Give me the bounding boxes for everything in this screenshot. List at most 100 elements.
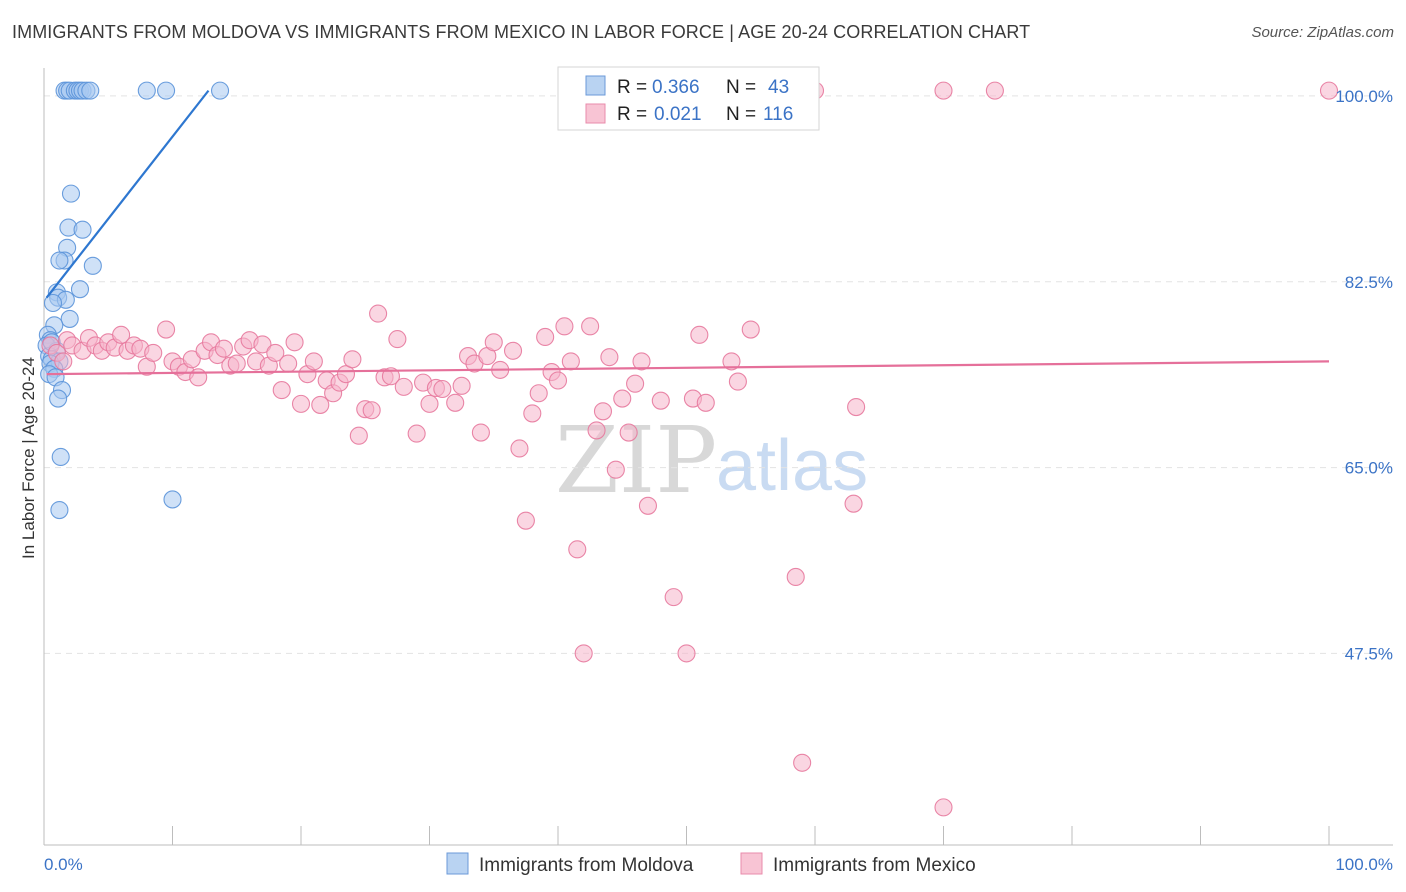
bottom-swatch-mexico [740,852,763,875]
legend-n-value-2: 116 [763,104,793,125]
point-mexico-64 [420,394,439,413]
point-moldova-8 [81,81,100,100]
point-mexico-73 [484,333,503,352]
point-mexico-41 [266,343,285,362]
point-moldova-39 [51,447,70,467]
point-mexico-24 [157,320,176,339]
legend-n-label-2: N = [726,104,756,125]
point-mexico-43 [279,354,298,373]
bottom-swatch-moldova [446,852,469,875]
point-mexico-68 [452,376,471,395]
point-mexico-94 [626,374,645,393]
point-mexico-57 [369,304,388,323]
point-mexico-59 [381,367,401,386]
bottom-legend-mexico: Immigrants from Mexico [773,855,976,876]
point-mexico-76 [510,439,529,458]
point-mexico-77 [516,511,535,530]
y-tick-label-1: 65.0% [1345,459,1393,478]
point-mexico-35 [227,354,246,373]
point-moldova-38 [49,389,68,408]
point-mexico-28 [182,350,201,369]
point-mexico-96 [638,496,658,515]
point-mexico-102 [696,393,715,412]
point-moldova-17 [50,251,69,270]
point-moldova-12 [61,184,81,203]
point-mexico-45 [291,394,311,413]
axes [43,68,1393,846]
gridlines [44,95,1393,654]
trend-line-mexico [46,360,1330,376]
point-mexico-86 [574,644,593,663]
watermark-zip: ZIP [555,407,717,514]
point-mexico-85 [568,540,587,559]
point-mexico-44 [285,333,304,352]
point-mexico-109 [793,753,812,772]
point-mexico-56 [362,401,381,420]
point-moldova-24 [60,309,79,328]
legend-r-label-1: R = [617,77,647,98]
point-mexico-101 [690,325,709,344]
point-mexico-33 [214,339,233,358]
point-mexico-78 [523,404,542,423]
point-mexico-82 [548,371,568,390]
legend-r-value-1: 0.366 [652,77,700,98]
point-mexico-18 [112,325,131,344]
point-mexico-99 [677,644,696,663]
y-axis-label: In Labor Force | Age 20-24 [19,357,38,559]
point-mexico-53 [343,350,362,369]
point-mexico-48 [311,395,330,414]
correlation-legend: R = 0.366 N = 43 R = 0.021 N = 116 [557,66,820,131]
legend-r-value-2: 0.021 [654,104,702,125]
point-mexico-79 [529,384,548,403]
point-mexico-88 [587,421,606,440]
point-mexico-42 [272,381,291,400]
point-mexico-83 [555,317,574,336]
point-moldova-41 [163,490,182,509]
point-mexico-91 [606,460,625,479]
point-mexico-84 [561,352,580,371]
point-mexico-107 [844,494,863,513]
point-moldova-19 [70,280,90,299]
chart-source: Source: ZipAtlas.com [1251,24,1394,41]
point-mexico-6 [1319,81,1339,100]
legend-r-label-2: R = [617,104,647,125]
point-moldova-14 [73,220,92,239]
point-moldova-11 [210,81,230,100]
series-moldova [37,81,230,520]
y-tick-labels: 47.5% 65.0% 82.5% 100.0% [1335,87,1393,663]
chart-title: IMMIGRANTS FROM MOLDOVA VS IMMIGRANTS FR… [12,22,1031,42]
point-mexico-60 [388,330,407,349]
point-mexico-5 [985,81,1004,100]
x-tick-max: 100.0% [1335,855,1393,874]
legend-swatch-moldova [585,75,606,96]
y-tick-label-3: 100.0% [1335,87,1393,106]
y-tick-label-0: 47.5% [1345,644,1393,663]
series-mexico [41,81,1339,817]
point-moldova-9 [137,81,156,100]
legend-swatch-mexico [585,103,606,124]
point-moldova-23 [43,293,63,313]
point-mexico-106 [786,567,805,587]
point-mexico-4 [934,81,953,100]
y-tick-label-2: 82.5% [1345,273,1393,292]
point-mexico-61 [394,377,413,396]
point-mexico-108 [847,398,866,417]
point-mexico-95 [632,352,651,371]
point-moldova-18 [83,256,102,275]
point-mexico-47 [304,352,323,371]
point-mexico-90 [600,348,619,367]
point-mexico-89 [593,402,613,421]
point-mexico-104 [728,372,747,391]
point-mexico-29 [189,368,208,387]
legend-n-label-1: N = [726,77,756,98]
point-mexico-87 [581,317,600,336]
trend-lines [45,89,1330,376]
point-mexico-105 [741,320,760,339]
point-mexico-92 [613,389,632,408]
point-mexico-71 [471,423,490,442]
legend-n-value-1: 43 [768,77,789,98]
point-mexico-98 [664,588,683,607]
point-mexico-75 [503,341,523,360]
point-mexico-93 [619,423,638,442]
point-mexico-103 [722,352,741,371]
